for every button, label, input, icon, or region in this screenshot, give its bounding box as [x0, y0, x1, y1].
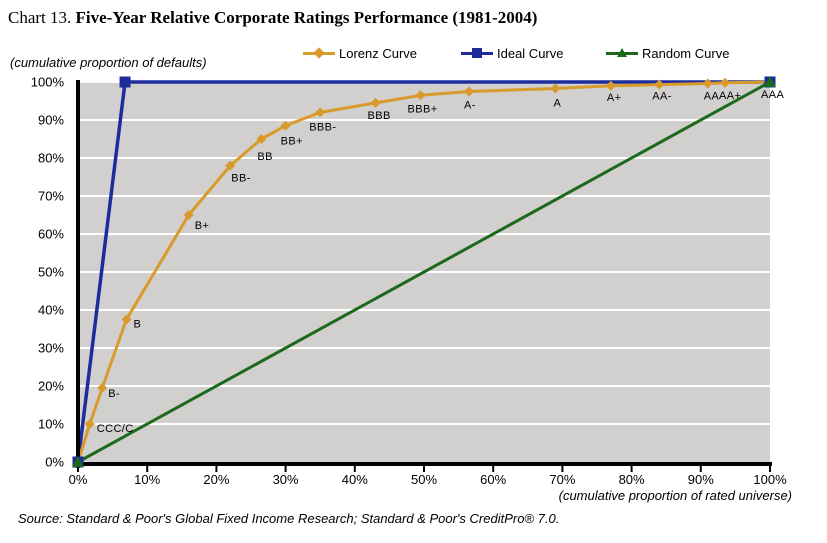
svg-text:20%: 20% [203, 472, 229, 487]
svg-text:80%: 80% [38, 151, 64, 166]
svg-text:70%: 70% [38, 189, 64, 204]
source-note: Source: Standard & Poor's Global Fixed I… [18, 511, 560, 526]
rating-label: BBB- [309, 121, 336, 133]
y-axis [76, 80, 80, 468]
legend-label-random: Random Curve [642, 45, 730, 61]
rating-label: BB [257, 151, 272, 163]
rating-label: CCC/C [97, 423, 134, 435]
svg-text:20%: 20% [38, 379, 64, 394]
rating-label: A+ [607, 92, 622, 104]
rating-label: BB- [231, 173, 251, 185]
x-axis-caption: (cumulative proportion of rated universe… [558, 488, 792, 503]
svg-text:40%: 40% [38, 303, 64, 318]
legend-item-ideal-curve: Ideal Curve [461, 44, 563, 62]
svg-text:100%: 100% [753, 472, 787, 487]
ideal-curve-line-sample [461, 47, 493, 59]
diamond-marker [84, 419, 95, 429]
svg-text:70%: 70% [549, 472, 575, 487]
legend-item-lorenz-curve: Lorenz Curve [303, 44, 417, 62]
diamond-marker [463, 86, 474, 97]
x-tick-labels: 0% 10% 20% 30% 40% 50% 60% 70% 80% 90% 100% [69, 472, 787, 487]
svg-text:10%: 10% [38, 417, 64, 432]
svg-text:60%: 60% [480, 472, 506, 487]
rating-label: BBB+ [408, 103, 438, 115]
diamond-marker [550, 83, 561, 94]
legend-label-lorenz: Lorenz Curve [339, 45, 418, 61]
line-random-curve [77, 80, 771, 464]
rating-label: A [553, 97, 561, 109]
svg-text:100%: 100% [31, 75, 65, 90]
diamond-marker [702, 78, 713, 89]
svg-text:30%: 30% [273, 472, 299, 487]
svg-text:40%: 40% [342, 472, 368, 487]
square-marker [119, 76, 131, 88]
svg-text:90%: 90% [38, 113, 64, 128]
svg-text:90%: 90% [688, 472, 714, 487]
series-markers [72, 76, 776, 468]
diamond-marker [280, 120, 291, 131]
triangle-marker [72, 456, 84, 467]
rating-label: BBB [368, 110, 391, 122]
diamond-marker [256, 134, 267, 144]
chart-title-text: Five-Year Relative Corporate Ratings Per… [75, 8, 538, 27]
diamond-marker [654, 79, 665, 90]
rating-label: B+ [195, 220, 210, 232]
svg-text:60%: 60% [38, 227, 64, 242]
rating-label: AA+ [719, 90, 741, 102]
rating-label: B [133, 319, 141, 331]
x-axis-ticks [77, 466, 771, 472]
svg-text:10%: 10% [134, 472, 160, 487]
diamond-marker [97, 382, 108, 393]
chart-title: Chart 13. Five-Year Relative Corporate R… [8, 8, 537, 28]
y-tick-labels: 0% 10% 20% 30% 40% 50% 60% 70% 80% 90% 100% [31, 75, 65, 470]
random-curve-line-sample [606, 47, 638, 59]
rating-label: AA [704, 91, 720, 103]
lorenz-curve-line-sample [303, 47, 335, 59]
triangle-marker-icon [617, 48, 627, 57]
rating-label: BB+ [281, 136, 303, 148]
diamond-marker [121, 314, 132, 325]
legend-item-random-curve: Random Curve [606, 44, 729, 62]
rating-label: AA- [652, 91, 672, 103]
svg-text:0%: 0% [69, 472, 88, 487]
diamond-marker [225, 160, 236, 171]
legend-label-ideal: Ideal Curve [497, 45, 564, 61]
svg-text:50%: 50% [38, 265, 64, 280]
axes [76, 80, 772, 468]
diamond-marker [415, 90, 426, 101]
diamond-marker [183, 210, 194, 220]
svg-text:80%: 80% [619, 472, 645, 487]
square-marker-icon [472, 48, 482, 58]
rating-label: AAA [761, 89, 784, 101]
svg-text:30%: 30% [38, 341, 64, 356]
rating-label: A- [464, 100, 476, 112]
diamond-marker [315, 107, 326, 118]
svg-text:50%: 50% [411, 472, 437, 487]
x-axis [76, 462, 772, 466]
y-axis-caption: (cumulative proportion of defaults) [10, 55, 207, 70]
diamond-marker [720, 77, 731, 88]
chart-number-label: Chart 13. [8, 8, 76, 27]
chart-legend: Lorenz Curve Ideal Curve Random Curve [0, 44, 827, 64]
rating-label: B- [108, 388, 120, 400]
diamond-marker [370, 97, 381, 108]
line-lorenz-curve [76, 80, 771, 463]
svg-text:0%: 0% [45, 455, 64, 470]
diamond-marker [605, 80, 616, 91]
triangle-marker [764, 76, 776, 87]
